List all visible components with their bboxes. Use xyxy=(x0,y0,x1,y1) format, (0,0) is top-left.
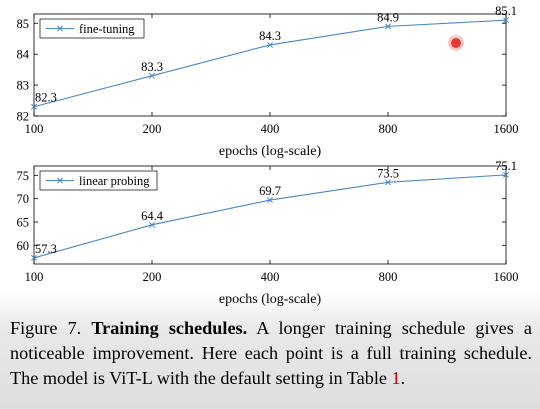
data-point xyxy=(267,41,273,48)
y-tick-label: 60 xyxy=(17,239,30,253)
x-tick-label: 100 xyxy=(25,270,44,284)
data-label: 69.7 xyxy=(259,184,281,198)
data-point xyxy=(503,171,509,178)
data-point xyxy=(503,17,509,24)
data-label: 64.4 xyxy=(141,209,164,223)
data-label: 84.9 xyxy=(377,10,399,24)
table-ref-link[interactable]: 1 xyxy=(391,368,401,388)
data-point xyxy=(149,221,155,228)
data-label: 73.5 xyxy=(377,166,399,180)
data-label: 82.3 xyxy=(35,91,57,105)
x-tick-label: 200 xyxy=(143,122,162,136)
caption-label: Figure 7. xyxy=(10,318,82,338)
x-axis-label: epochs (log-scale) xyxy=(219,144,322,159)
x-axis-label: epochs (log-scale) xyxy=(219,292,322,307)
y-tick-label: 83 xyxy=(17,79,30,93)
y-tick-label: 75 xyxy=(17,169,30,183)
data-point xyxy=(385,179,391,186)
legend-marker xyxy=(57,177,63,184)
legend-label: fine-tuning xyxy=(79,22,135,36)
x-tick-label: 800 xyxy=(379,122,398,136)
data-point xyxy=(267,197,273,204)
x-tick-label: 800 xyxy=(379,270,398,284)
cursor-highlight-dot xyxy=(451,38,461,48)
legend-box xyxy=(39,18,145,39)
y-tick-label: 70 xyxy=(17,192,30,206)
legend-box xyxy=(39,170,158,191)
data-point xyxy=(385,23,391,30)
x-tick-label: 400 xyxy=(261,122,280,136)
x-tick-label: 200 xyxy=(143,270,162,284)
data-label: 57.3 xyxy=(35,242,57,256)
data-label: 83.3 xyxy=(141,60,163,74)
x-tick-label: 400 xyxy=(261,270,280,284)
data-point xyxy=(31,254,37,261)
caption-title: Training schedules xyxy=(91,318,243,338)
x-tick-label: 100 xyxy=(25,122,44,136)
figure-7-charts: 100 200 400 800 1600 82 83 84 85 epochs (log-scal… xyxy=(17,4,519,307)
y-tick-label: 82 xyxy=(17,110,30,124)
caption-title-end: . xyxy=(242,318,248,338)
x-tick-label: 1600 xyxy=(494,122,519,136)
data-point xyxy=(149,72,155,79)
data-label: 75.1 xyxy=(495,159,517,173)
figure-caption: Figure 7. Training schedules. A longer t… xyxy=(10,316,532,391)
x-tick-label: 1600 xyxy=(494,270,519,284)
caption-end: . xyxy=(400,368,406,388)
legend-marker xyxy=(57,25,63,32)
caption-text: A longer training schedule gives a notic… xyxy=(10,318,532,388)
data-label: 85.1 xyxy=(495,4,517,18)
y-tick-label: 65 xyxy=(17,216,30,230)
y-tick-label: 85 xyxy=(17,17,30,31)
y-tick-label: 84 xyxy=(17,48,30,62)
legend-label: linear probing xyxy=(79,174,150,188)
data-point xyxy=(31,103,37,110)
data-label: 84.3 xyxy=(259,29,281,43)
